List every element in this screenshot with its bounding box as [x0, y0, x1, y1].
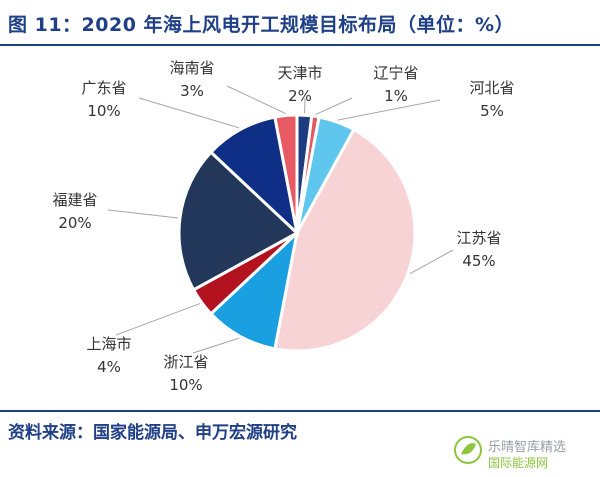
title-divider: [0, 44, 600, 46]
footer-divider: [0, 410, 600, 412]
slice-percent-label: 10%: [169, 376, 202, 394]
leader-line: [115, 303, 201, 336]
leader-line: [192, 337, 240, 354]
slice-name-label: 海南省: [169, 59, 214, 77]
leaf-logo-icon: [454, 436, 482, 464]
slice-percent-label: 4%: [97, 358, 121, 376]
watermark-text: 乐晴智库精选: [488, 440, 567, 455]
slice-percent-label: 5%: [480, 102, 504, 120]
leader-line: [315, 97, 353, 115]
leader-line: [226, 85, 286, 114]
slice-percent-label: 3%: [180, 82, 204, 100]
slice-name-label: 河北省: [469, 79, 514, 97]
pie-slice: [177, 150, 300, 292]
slice-percent-label: 1%: [384, 87, 408, 105]
slice-percent-label: 45%: [462, 252, 495, 270]
slice-name-label: 福建省: [52, 191, 97, 209]
slice-name-label: 上海市: [86, 335, 131, 353]
slice-name-label: 辽宁省: [373, 64, 418, 82]
watermark-subtext: 国际能源网: [488, 456, 549, 470]
source-note: 资料来源：国家能源局、申万宏源研究: [8, 423, 297, 443]
slice-name-label: 广东省: [81, 79, 126, 97]
chart-title: 图 11：2020 年海上风电开工规模目标布局（单位：%）: [8, 14, 515, 36]
slice-percent-label: 10%: [87, 102, 120, 120]
slice-name-label: 江苏省: [456, 229, 501, 247]
leader-line: [337, 99, 441, 121]
pie-slice: [273, 127, 417, 353]
slice-name-label: 浙江省: [163, 353, 208, 371]
watermark: 乐晴智库精选 国际能源网: [452, 430, 597, 472]
slice-name-label: 天津市: [277, 64, 322, 82]
slice-percent-label: 2%: [288, 87, 312, 105]
pie-slice: [273, 113, 299, 234]
leader-line: [107, 209, 179, 219]
leader-line: [138, 97, 240, 129]
pie-chart: 天津市 2% 辽宁省 1% 河北省 5% 江苏省 45% 浙江省 10% 上海市 4% 福建省 20% 广东…: [52, 59, 514, 394]
leader-line: [409, 249, 454, 275]
slice-percent-label: 20%: [58, 214, 91, 232]
